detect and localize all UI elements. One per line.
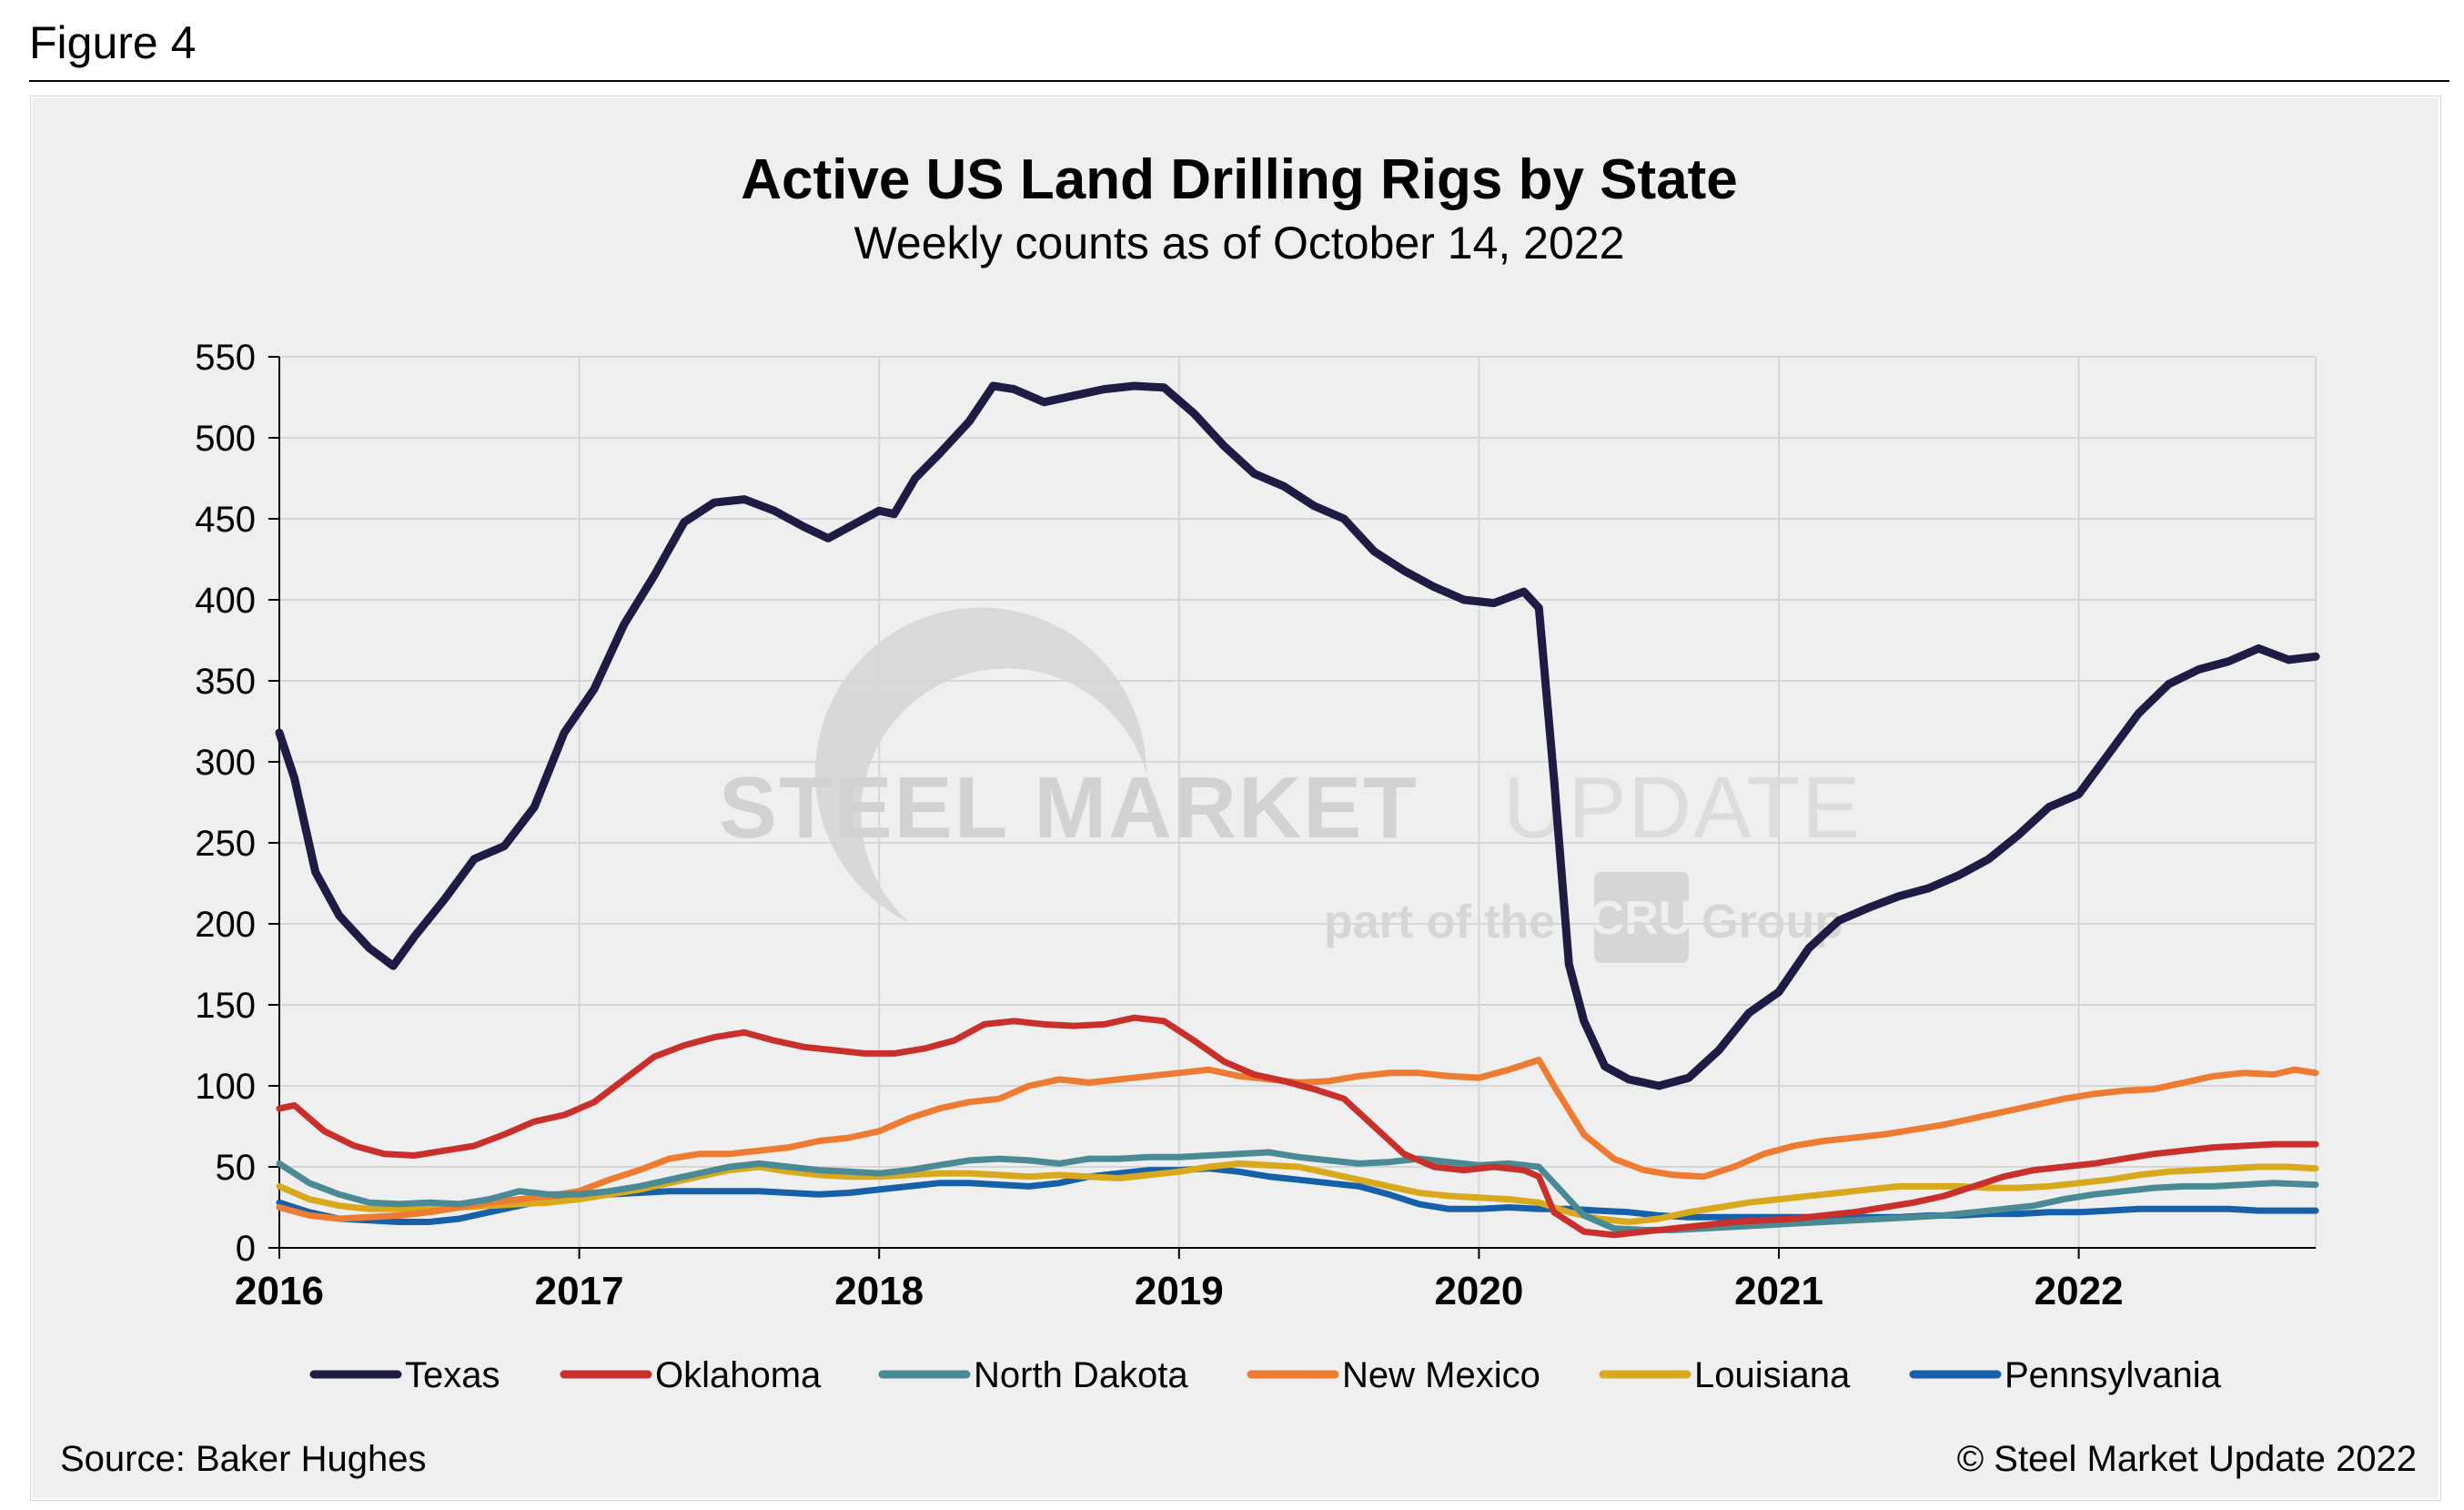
y-tick-label: 250 <box>195 824 256 864</box>
legend-label: New Mexico <box>1342 1355 1540 1395</box>
x-tick-label: 2019 <box>1135 1269 1224 1313</box>
x-tick-label: 2021 <box>1734 1269 1823 1313</box>
legend: Texas Oklahoma North Dakota New Mexico Louis… <box>309 1355 2222 1395</box>
chart-subtitle: Weekly counts as of October 14, 2022 <box>854 218 1625 269</box>
y-tick-label: 400 <box>195 581 256 621</box>
y-tick-label: 500 <box>195 419 256 459</box>
y-tick-label: 50 <box>216 1148 257 1188</box>
x-tick-label: 2017 <box>535 1269 624 1313</box>
legend-label: Pennsylvania <box>2005 1355 2222 1395</box>
series-line-north-dakota <box>276 1149 2319 1233</box>
watermark-cru-box <box>1594 872 1689 963</box>
figure-label: Figure 4 <box>29 17 197 68</box>
chart-title: Active US Land Drilling Rigs by State <box>741 148 1738 211</box>
x-axis-ticks: 2016 2017 2018 2019 2020 2021 2022 <box>235 1248 2124 1313</box>
y-tick-label: 450 <box>195 500 256 540</box>
series-line-new-mexico <box>276 1057 2319 1222</box>
y-tick-label: 300 <box>195 743 256 783</box>
y-tick-label: 150 <box>195 986 256 1026</box>
y-tick-label: 200 <box>195 905 256 945</box>
x-tick-label: 2016 <box>235 1269 324 1313</box>
series-line-texas <box>275 381 2320 1090</box>
watermark-brand-bold: STEEL MARKET <box>719 759 1419 856</box>
legend-label: Oklahoma <box>655 1355 822 1395</box>
y-tick-label: 0 <box>236 1229 256 1269</box>
x-tick-label: 2018 <box>834 1269 924 1313</box>
copyright-note: © Steel Market Update 2022 <box>1957 1439 2417 1479</box>
watermark-logo-arc <box>815 607 1147 923</box>
watermark-tagline-start: part of the <box>1324 896 1555 948</box>
grid <box>279 356 2317 1248</box>
y-tick-label: 550 <box>195 338 256 378</box>
y-tick-label: 100 <box>195 1067 256 1107</box>
legend-label: Louisiana <box>1694 1355 1851 1395</box>
watermark-cru-logo: CRU <box>1590 892 1693 945</box>
y-axis-ticks: 0 50 100 150 200 250 300 350 400 450 500 550 <box>195 338 279 1269</box>
chart-panel <box>31 96 2440 1500</box>
y-tick-label: 350 <box>195 662 256 702</box>
figure-rule <box>29 80 2449 82</box>
legend-label: Texas <box>405 1355 500 1395</box>
watermark: STEEL MARKET UPDATE part of the CRU Grou… <box>719 607 1860 963</box>
x-tick-label: 2022 <box>2035 1269 2124 1313</box>
source-note: Source: Baker Hughes <box>60 1439 426 1479</box>
legend-label: North Dakota <box>974 1355 1188 1395</box>
x-tick-label: 2020 <box>1434 1269 1523 1313</box>
series-line-oklahoma <box>276 1014 2319 1239</box>
series-group <box>275 381 2320 1239</box>
